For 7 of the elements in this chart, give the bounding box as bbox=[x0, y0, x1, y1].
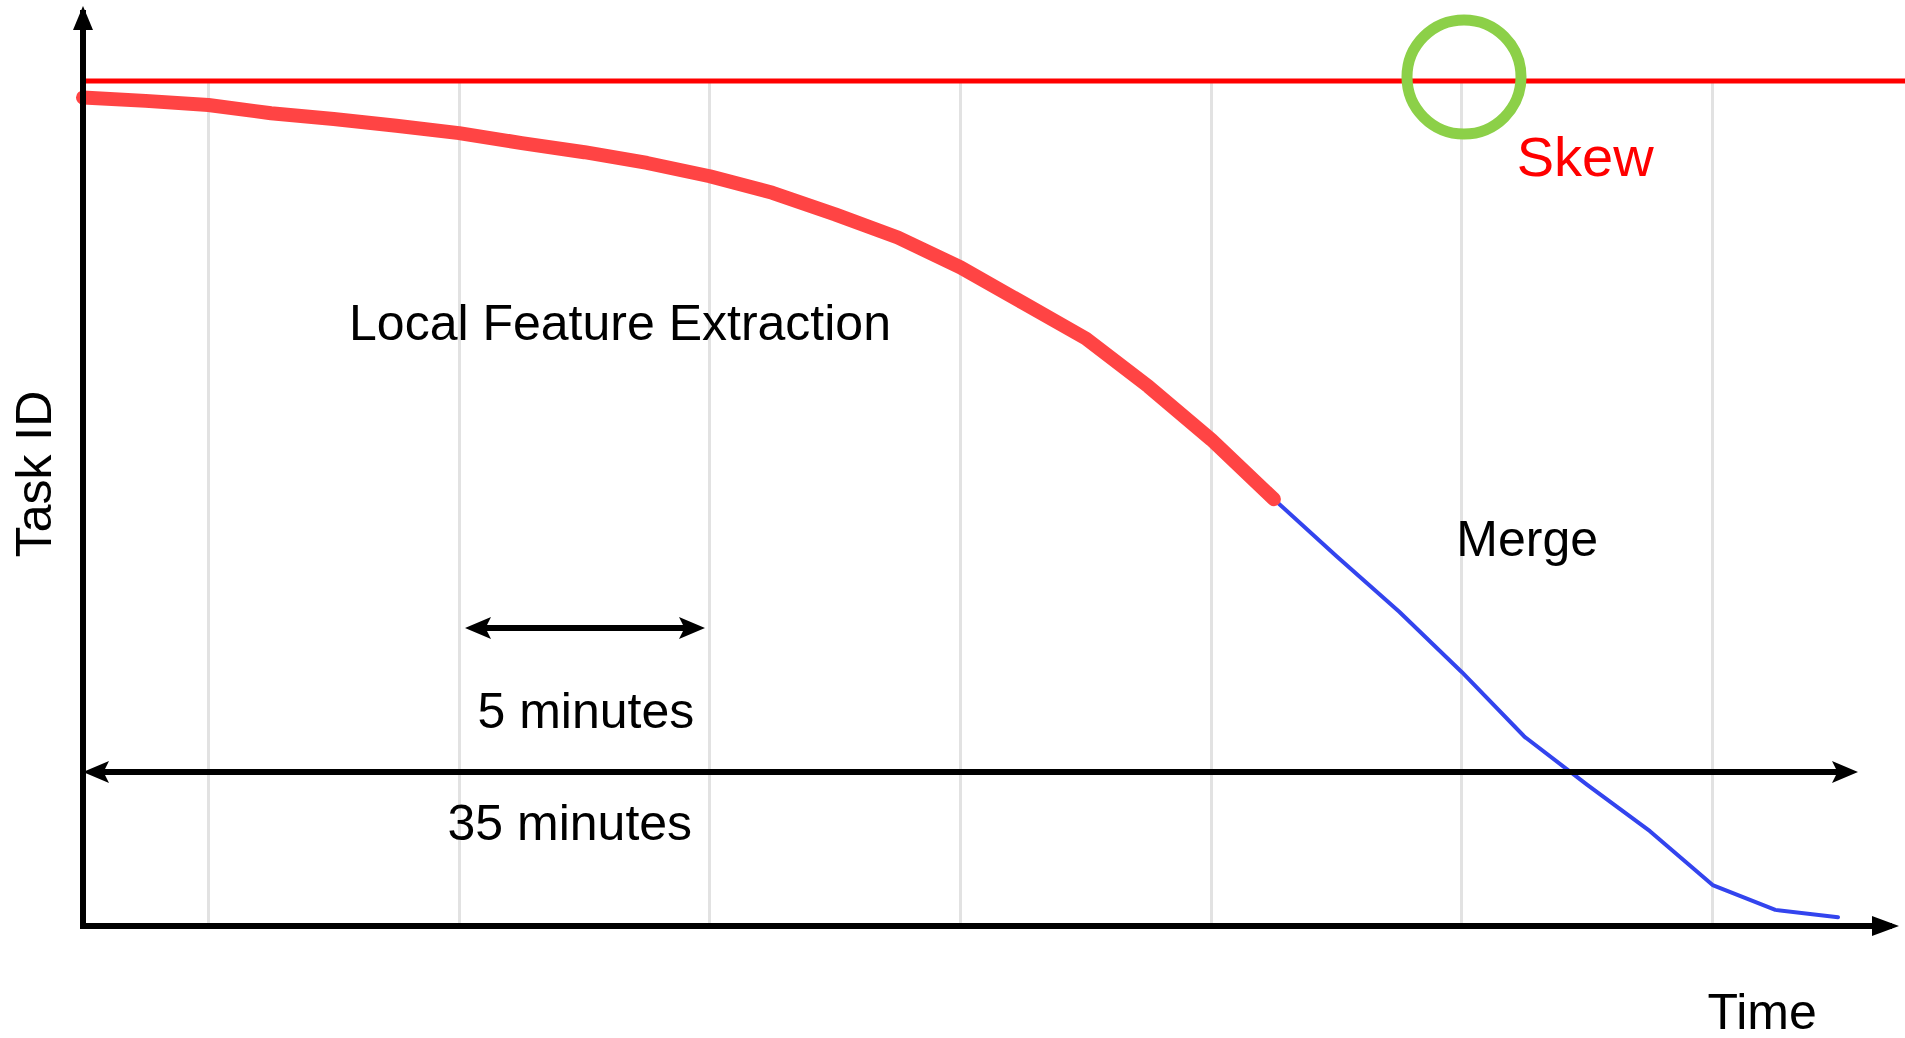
x-axis-title: Time bbox=[1707, 984, 1817, 1038]
series-label: Local Feature Extraction bbox=[349, 294, 891, 351]
ref-line-label: Skew bbox=[1516, 125, 1654, 188]
y-axis-title: Task ID bbox=[5, 390, 62, 558]
series-label: Merge bbox=[1456, 510, 1599, 567]
annotation: 35 minutes bbox=[447, 795, 693, 851]
annotation: 5 minutes bbox=[477, 683, 695, 739]
